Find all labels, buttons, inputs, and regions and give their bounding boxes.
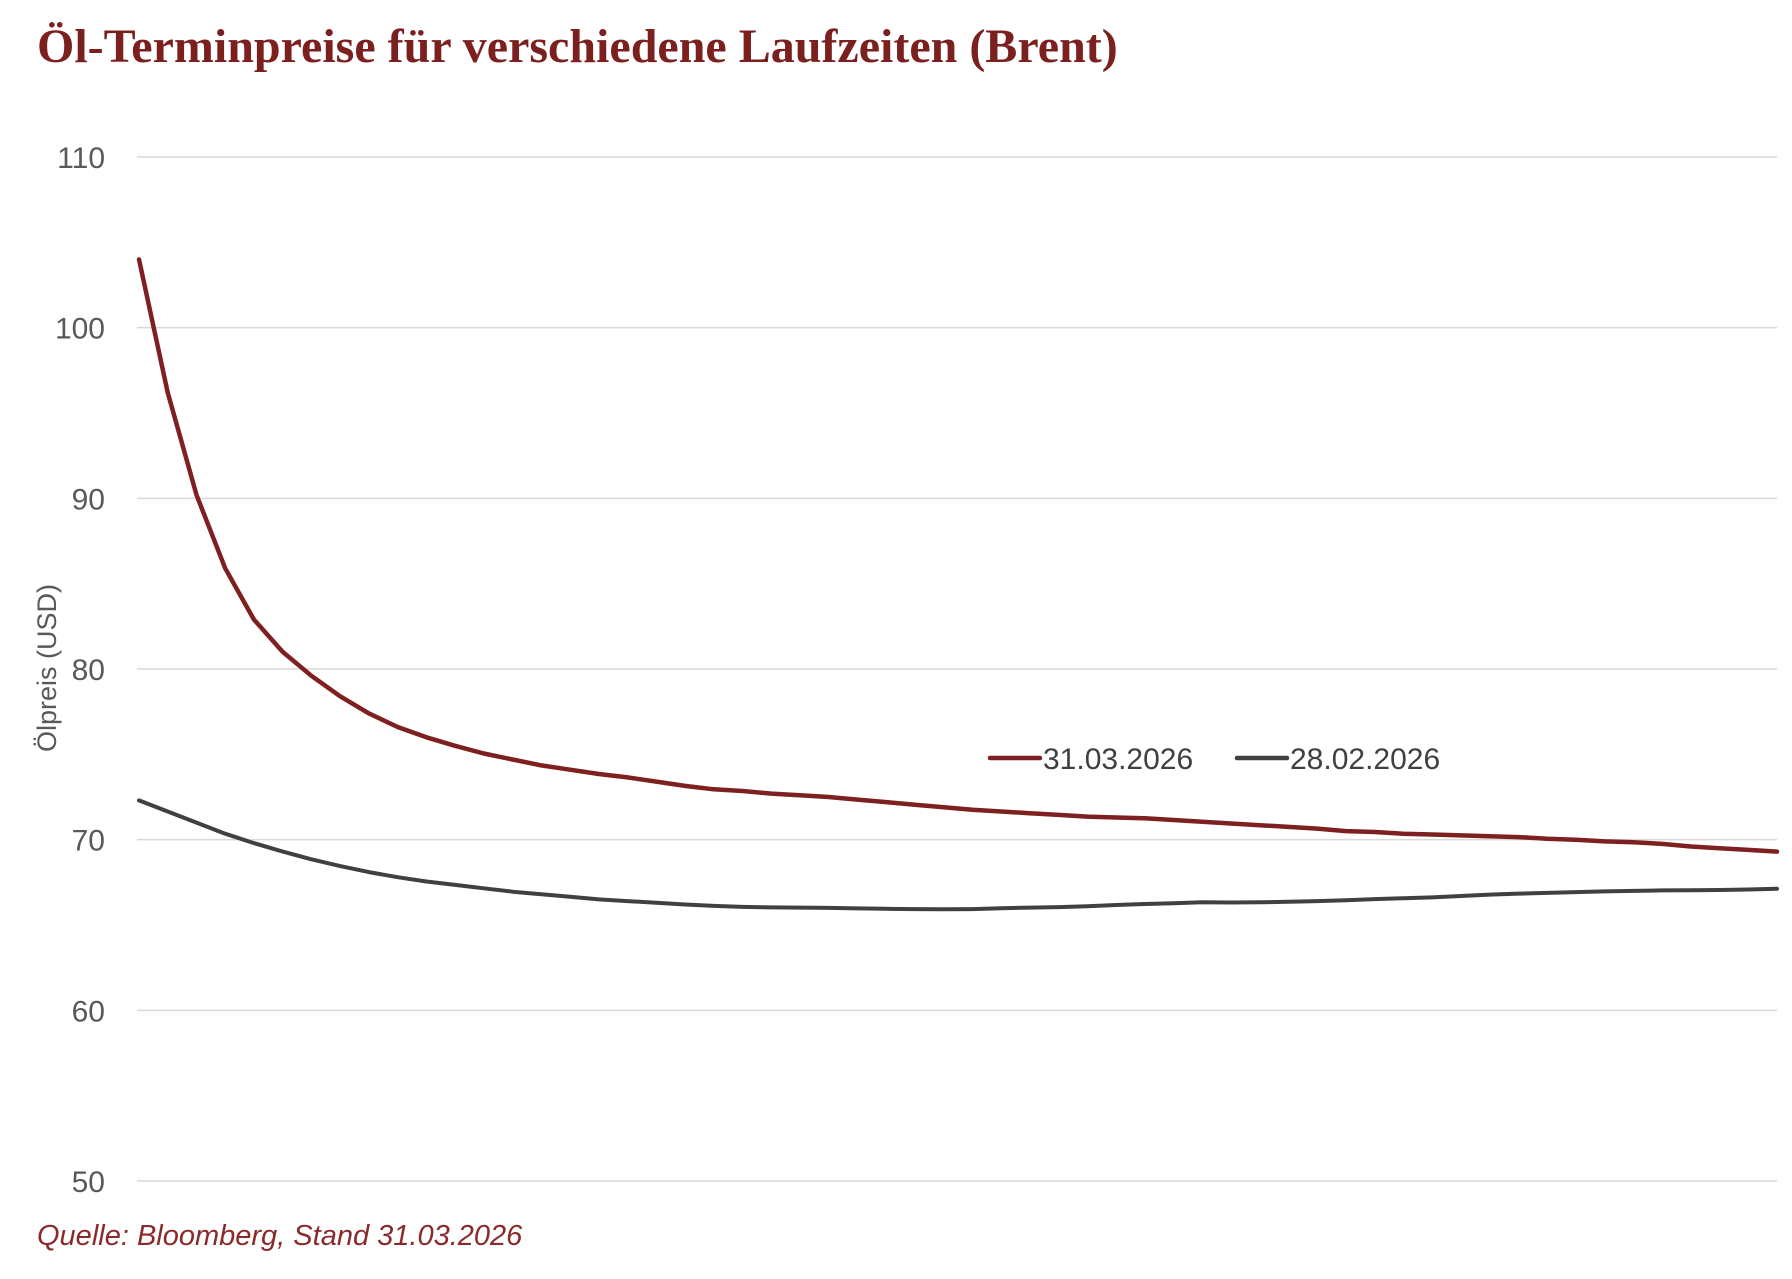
- y-axis-tick-labels: 50 60 70 80 90 100 110: [55, 142, 105, 1199]
- y-tick-label-100: 100: [55, 313, 105, 346]
- legend-label: 28.02.2026: [1290, 743, 1440, 776]
- y-axis-label: Ölpreis (USD): [32, 584, 62, 752]
- series-line-31-03-2026: [136, 257, 1780, 854]
- y-tick-label-50: 50: [72, 1166, 105, 1199]
- chart-title: Öl-Terminpreise für verschiedene Laufzei…: [37, 20, 1118, 73]
- y-tick-label-60: 60: [72, 995, 105, 1028]
- series-lines: [136, 257, 1780, 912]
- y-tick-label-90: 90: [72, 483, 105, 516]
- series-line-28-02-2026: [137, 798, 1779, 912]
- legend-item-28-02-2026: 28.02.2026: [1234, 743, 1440, 776]
- y-tick-label-80: 80: [72, 654, 105, 687]
- gridlines: [137, 156, 1777, 1182]
- y-tick-label-110: 110: [57, 142, 105, 175]
- source-note: Quelle: Bloomberg, Stand 31.03.2026: [37, 1220, 523, 1252]
- legend-item-31-03-2026: 31.03.2026: [987, 743, 1193, 776]
- y-tick-label-70: 70: [72, 825, 105, 858]
- legend: 31.03.2026 28.02.2026: [987, 743, 1440, 776]
- legend-label: 31.03.2026: [1043, 743, 1193, 776]
